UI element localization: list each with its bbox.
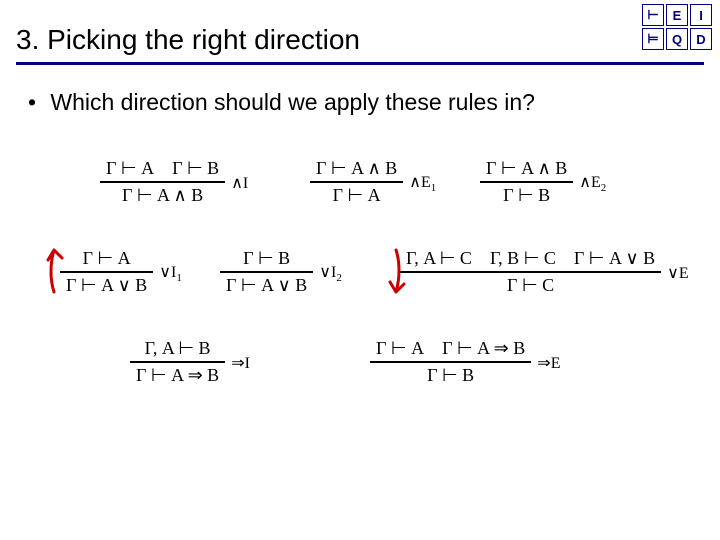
premise: Γ ⊢ A ⇒ B <box>442 338 525 359</box>
conclusion: Γ ⊢ B <box>503 185 550 206</box>
nav-i[interactable]: I <box>690 4 712 26</box>
rule-impl-elim: Γ ⊢ A Γ ⊢ A ⇒ B Γ ⊢ B ⇒E <box>370 336 560 388</box>
conclusion: Γ ⊢ A ∨ B <box>226 275 307 296</box>
conclusion: Γ ⊢ A ⇒ B <box>136 365 219 386</box>
premise: Γ ⊢ A <box>106 158 154 179</box>
rule-label: ⇒I <box>231 351 250 373</box>
premise: Γ ⊢ A <box>376 338 424 359</box>
nav-d[interactable]: D <box>690 28 712 50</box>
conclusion: Γ ⊢ A ∨ B <box>66 275 147 296</box>
rule-and-intro: Γ ⊢ A Γ ⊢ B Γ ⊢ A ∧ B ∧I <box>100 156 248 208</box>
rule-or-intro2: Γ ⊢ B Γ ⊢ A ∨ B ∨I2 <box>220 246 342 298</box>
premise: Γ ⊢ B <box>172 158 219 179</box>
nav-q[interactable]: Q <box>666 28 688 50</box>
nav-e[interactable]: E <box>666 4 688 26</box>
rules-area: Γ ⊢ A Γ ⊢ B Γ ⊢ A ∧ B ∧I Γ ⊢ A ∧ B Γ ⊢ A… <box>0 136 720 496</box>
conclusion: Γ ⊢ A ∧ B <box>122 185 203 206</box>
rule-and-elim2: Γ ⊢ A ∧ B Γ ⊢ B ∧E2 <box>480 156 606 208</box>
premise: Γ ⊢ A ∧ B <box>486 158 567 179</box>
premise: Γ ⊢ A ∨ B <box>574 248 655 269</box>
premise: Γ ⊢ B <box>243 248 290 269</box>
rule-label: ∧I <box>231 171 248 193</box>
nav-grid: ⊢ E I ⊨ Q D <box>642 4 712 50</box>
premise: Γ ⊢ A ∧ B <box>316 158 397 179</box>
nav-turnstile[interactable]: ⊢ <box>642 4 664 26</box>
rule-label: ∧E1 <box>409 170 436 194</box>
rule-label: ∧E2 <box>579 170 606 194</box>
rule-or-intro1: Γ ⊢ A Γ ⊢ A ∨ B ∨I1 <box>60 246 182 298</box>
conclusion: Γ ⊢ B <box>427 365 474 386</box>
rule-label: ∨I1 <box>159 260 182 284</box>
rule-and-elim1: Γ ⊢ A ∧ B Γ ⊢ A ∧E1 <box>310 156 436 208</box>
rule-or-elim: Γ, A ⊢ C Γ, B ⊢ C Γ ⊢ A ∨ B Γ ⊢ C ∨E <box>400 246 689 298</box>
question-text: Which direction should we apply these ru… <box>50 89 535 115</box>
premise: Γ, A ⊢ C <box>406 248 472 269</box>
conclusion: Γ ⊢ A <box>333 185 381 206</box>
rule-impl-intro: Γ, A ⊢ B Γ ⊢ A ⇒ B ⇒I <box>130 336 250 388</box>
rule-label: ⇒E <box>537 351 560 373</box>
premise: Γ, B ⊢ C <box>490 248 556 269</box>
rule-label: ∨I2 <box>319 260 342 284</box>
bullet-icon: • <box>28 89 44 116</box>
nav-models[interactable]: ⊨ <box>642 28 664 50</box>
premise: Γ, A ⊢ B <box>145 338 211 359</box>
conclusion: Γ ⊢ C <box>507 275 554 296</box>
slide-header: 3. Picking the right direction ⊢ E I ⊨ Q… <box>0 0 720 56</box>
premise: Γ ⊢ A <box>83 248 131 269</box>
question-line: • Which direction should we apply these … <box>0 65 720 116</box>
rule-label: ∨E <box>667 261 688 283</box>
slide-title: 3. Picking the right direction <box>16 4 360 56</box>
